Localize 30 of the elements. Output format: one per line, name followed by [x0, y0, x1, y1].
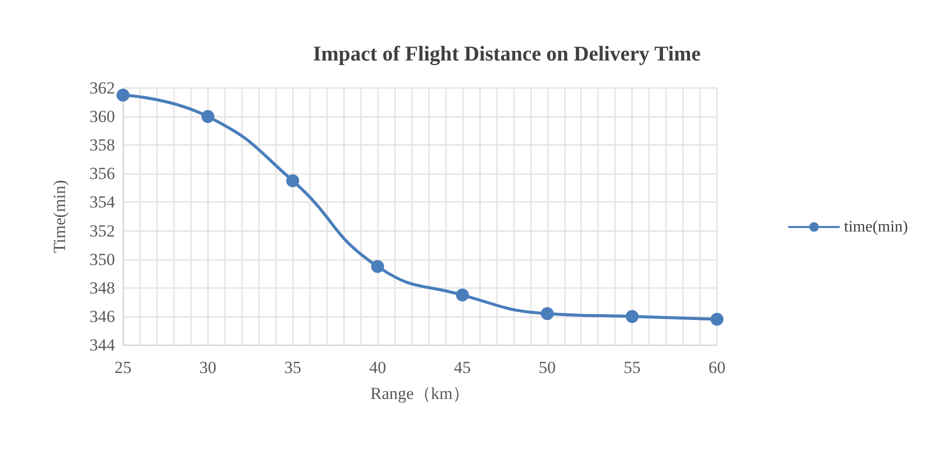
point — [710, 312, 724, 326]
point — [371, 260, 384, 273]
x-tick-label: 30 — [199, 358, 216, 377]
point — [286, 174, 300, 188]
y-tick-label: 344 — [90, 336, 116, 354]
x-tick-label: 35 — [284, 358, 302, 377]
point — [540, 307, 554, 320]
x-tick-label: 25 — [114, 358, 132, 377]
x-tick-label: 45 — [454, 358, 471, 377]
point — [116, 88, 130, 102]
y-tick-label: 348 — [90, 278, 115, 298]
x-tick-label: 60 — [708, 358, 726, 377]
y-tick-label: 354 — [90, 192, 116, 212]
legend-label: time(min) — [844, 218, 908, 236]
y-tick-label: 346 — [90, 306, 115, 326]
point — [456, 288, 469, 302]
x-axis-title: Range（km） — [370, 384, 470, 403]
y-tick-label: 360 — [90, 107, 115, 126]
y-tick-label: 350 — [90, 250, 115, 269]
y-tick-label: 356 — [90, 164, 115, 184]
y-axis-title: Time(min) — [50, 180, 69, 254]
x-tick-label: 50 — [538, 358, 556, 377]
y-tick-label: 358 — [90, 136, 115, 155]
y-tick-label: 362 — [90, 78, 115, 98]
point — [626, 310, 639, 323]
point — [201, 110, 214, 124]
y-tick-label: 352 — [90, 221, 115, 240]
x-tick-label: 40 — [369, 358, 386, 377]
chart-title: Impact of Flight Distance on Delivery Time — [313, 42, 701, 66]
x-tick-label: 55 — [624, 358, 641, 377]
